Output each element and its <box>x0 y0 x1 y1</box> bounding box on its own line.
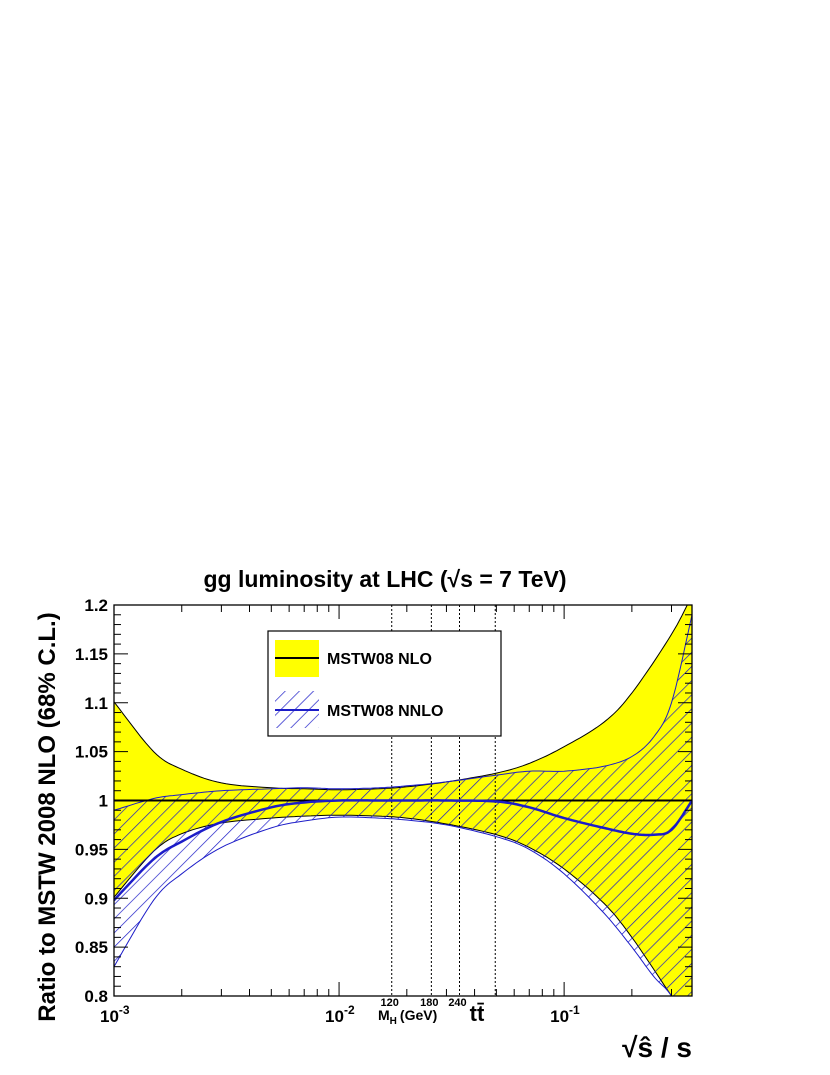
legend-nnlo-label: MSTW08 NNLO <box>327 703 443 720</box>
mass-marker-label: 120 <box>381 997 399 1009</box>
y-tick-label: 1.15 <box>75 645 108 664</box>
y-tick-label: 1.1 <box>84 694 108 713</box>
mass-marker-label: 240 <box>448 997 466 1009</box>
ttbar-label: tt̄ <box>470 1001 485 1026</box>
legend-nlo-label: MSTW08 NLO <box>327 651 432 668</box>
nnlo-upper-edge <box>114 614 692 811</box>
y-tick-label: 0.8 <box>84 987 108 1006</box>
y-tick-label: 1 <box>99 792 108 811</box>
nnlo-lower-edge <box>114 816 673 996</box>
y-tick-label: 0.95 <box>75 840 108 859</box>
x-tick-label: 10-2 <box>325 1003 355 1026</box>
y-tick-label: 0.85 <box>75 938 108 957</box>
nnlo-uncertainty-band <box>114 614 692 996</box>
chart-title: gg luminosity at LHC (√s = 7 TeV) <box>204 566 567 592</box>
nnlo-central-line <box>114 799 692 902</box>
y-tick-label: 1.05 <box>75 743 108 762</box>
mh-axis-label: MH (GeV) <box>378 1007 437 1027</box>
y-tick-label: 1.2 <box>84 596 108 615</box>
legend: MSTW08 NLO MSTW08 NNLO <box>267 630 502 737</box>
y-tick-label: 0.9 <box>84 889 108 908</box>
mass-marker-label: 180 <box>420 997 438 1009</box>
x-axis-label: √ŝ / s <box>622 1032 692 1063</box>
x-tick-label: 10-1 <box>550 1003 580 1026</box>
x-tick-label: 10-3 <box>100 1003 130 1026</box>
y-axis-label: Ratio to MSTW 2008 NLO (68% C.L.) <box>34 612 61 1021</box>
